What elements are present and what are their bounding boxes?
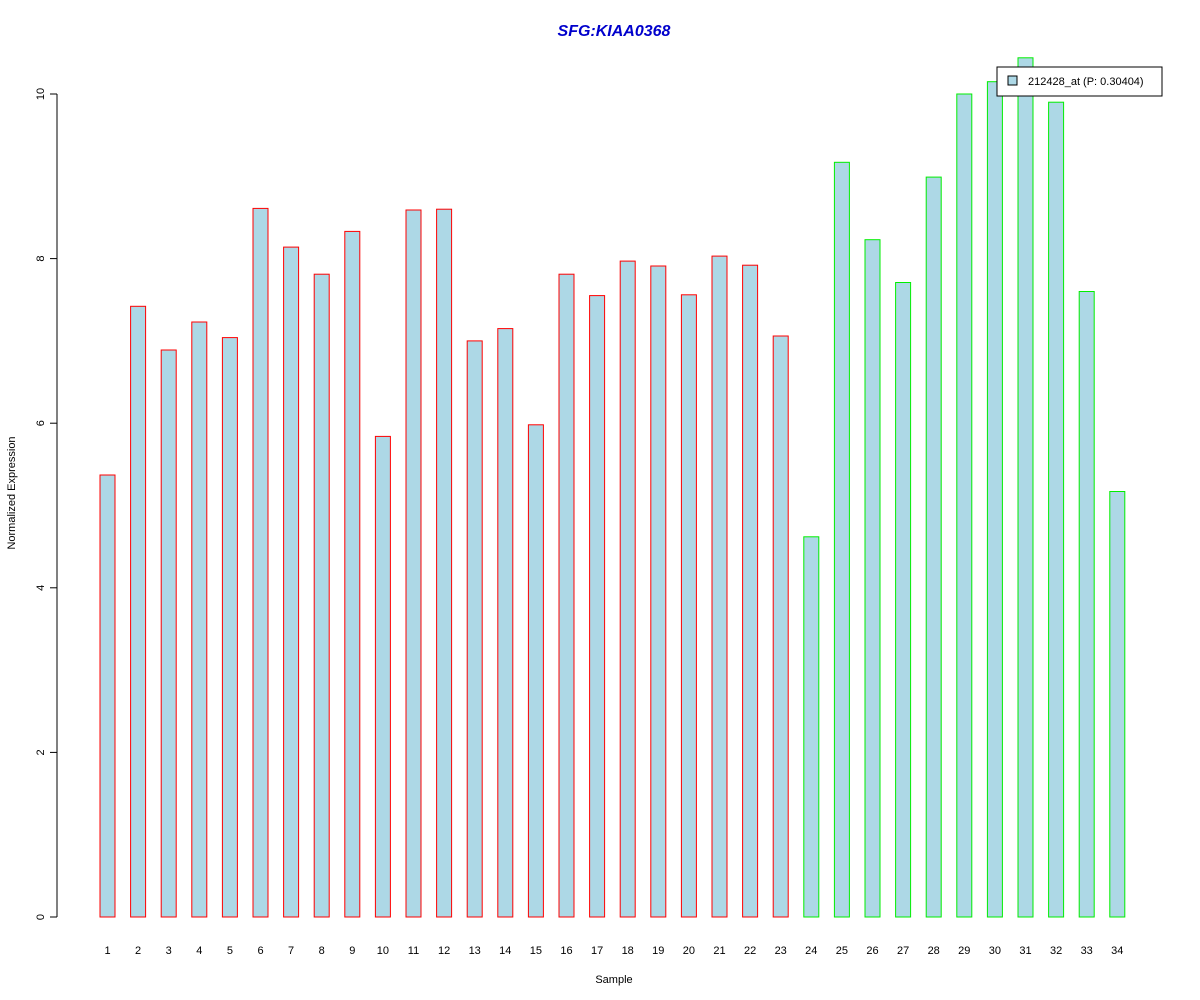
bar-sample-23 <box>772 335 789 918</box>
x-tick-label: 6 <box>257 945 263 957</box>
bar-sample-13 <box>466 340 483 918</box>
y-axis: 0 2 4 6 8 10 <box>35 88 58 920</box>
bar-sample-24 <box>803 536 820 918</box>
x-tick-label: 31 <box>1019 945 1031 957</box>
bar-sample-7 <box>283 246 300 918</box>
y-tick-label: 4 <box>35 585 47 591</box>
y-tick-label: 2 <box>35 749 47 755</box>
legend-label: 212428_at (P: 0.30404) <box>1028 76 1144 88</box>
x-tick-labels: 1 2 3 4 5 6 7 8 9 10 11 12 13 14 15 16 17 18 19 20 21 22 23 24 2… <box>104 945 1123 957</box>
bar-sample-29 <box>956 93 973 918</box>
bars-group <box>99 57 1126 918</box>
y-tick-label: 6 <box>35 420 47 426</box>
x-tick-label: 4 <box>196 945 202 957</box>
x-tick-label: 32 <box>1050 945 1062 957</box>
bar-sample-33 <box>1078 291 1095 918</box>
bar-sample-15 <box>527 424 544 918</box>
x-tick-label: 18 <box>622 945 634 957</box>
x-tick-label: 29 <box>958 945 970 957</box>
bar-sample-21 <box>711 255 728 918</box>
bar-sample-25 <box>833 161 850 918</box>
chart-title: SFG:KIAA0368 <box>558 23 671 40</box>
bar-sample-20 <box>680 294 697 918</box>
bar-sample-19 <box>650 265 667 918</box>
bar-sample-32 <box>1048 101 1065 918</box>
x-tick-label: 28 <box>928 945 940 957</box>
x-tick-label: 9 <box>349 945 355 957</box>
bar-sample-22 <box>742 264 759 918</box>
bar-sample-10 <box>374 435 391 918</box>
y-tick-label: 0 <box>35 914 47 920</box>
bar-sample-11 <box>405 209 422 918</box>
bar-sample-8 <box>313 273 330 918</box>
x-tick-label: 1 <box>104 945 110 957</box>
x-axis-label: Sample <box>595 974 632 986</box>
bar-sample-6 <box>252 207 269 918</box>
legend: 212428_at (P: 0.30404) <box>996 66 1163 97</box>
bar-sample-18 <box>619 260 636 918</box>
x-tick-label: 10 <box>377 945 389 957</box>
x-tick-label: 13 <box>469 945 481 957</box>
legend-swatch <box>1007 75 1018 86</box>
x-tick-label: 33 <box>1081 945 1093 957</box>
legend-box <box>996 66 1163 97</box>
bar-sample-17 <box>589 295 606 918</box>
x-tick-label: 3 <box>166 945 172 957</box>
bar-sample-2 <box>130 305 147 918</box>
bar-sample-5 <box>221 337 238 918</box>
x-tick-label: 23 <box>775 945 787 957</box>
x-tick-label: 22 <box>744 945 756 957</box>
x-tick-label: 34 <box>1111 945 1123 957</box>
bar-sample-14 <box>497 328 514 918</box>
bar-sample-12 <box>436 208 453 918</box>
y-tick-label: 8 <box>35 256 47 262</box>
x-tick-label: 11 <box>408 945 419 957</box>
x-tick-label: 20 <box>683 945 695 957</box>
x-tick-label: 21 <box>713 945 725 957</box>
bar-sample-16 <box>558 273 575 918</box>
bar-sample-1 <box>99 474 116 918</box>
x-tick-label: 14 <box>499 945 511 957</box>
x-tick-label: 24 <box>805 945 817 957</box>
x-tick-label: 15 <box>530 945 542 957</box>
bar-sample-27 <box>895 282 912 918</box>
x-tick-label: 17 <box>591 945 603 957</box>
x-tick-label: 19 <box>652 945 664 957</box>
bar-sample-31 <box>1017 57 1034 918</box>
x-tick-label: 16 <box>560 945 572 957</box>
bar-sample-4 <box>191 321 208 918</box>
x-tick-label: 8 <box>319 945 325 957</box>
y-axis-label: Normalized Expression <box>6 436 18 549</box>
x-tick-label: 2 <box>135 945 141 957</box>
x-tick-label: 7 <box>288 945 294 957</box>
x-tick-label: 30 <box>989 945 1001 957</box>
bar-sample-9 <box>344 230 361 918</box>
bar-sample-34 <box>1109 491 1126 918</box>
x-tick-label: 5 <box>227 945 233 957</box>
x-tick-label: 27 <box>897 945 909 957</box>
bar-sample-3 <box>160 349 177 918</box>
x-tick-label: 12 <box>438 945 450 957</box>
bar-sample-26 <box>864 239 881 918</box>
x-tick-label: 25 <box>836 945 848 957</box>
x-tick-label: 26 <box>866 945 878 957</box>
y-tick-label: 10 <box>35 88 47 100</box>
bar-sample-30 <box>986 81 1003 918</box>
bar-sample-28 <box>925 176 942 918</box>
